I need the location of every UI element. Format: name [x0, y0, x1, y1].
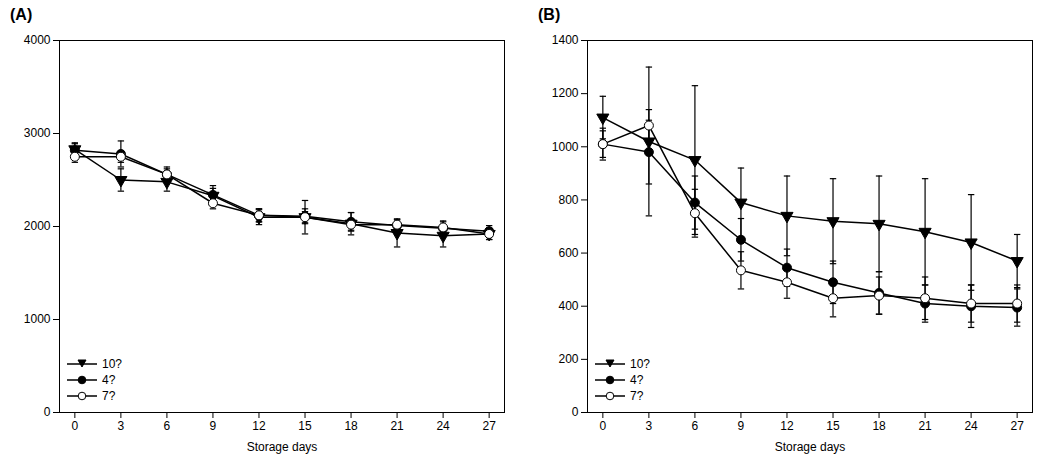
svg-text:0: 0 — [572, 405, 579, 419]
svg-text:1000: 1000 — [552, 140, 579, 154]
svg-text:18: 18 — [344, 419, 358, 433]
html-text:7?: 7? — [102, 389, 116, 403]
svg-text:0: 0 — [72, 419, 79, 433]
svg-text:9: 9 — [738, 419, 745, 433]
svg-text:600: 600 — [558, 246, 578, 260]
svg-text:24: 24 — [964, 419, 978, 433]
svg-text:24: 24 — [436, 419, 450, 433]
svg-text:400: 400 — [558, 299, 578, 313]
svg-text:0: 0 — [600, 419, 607, 433]
svg-text:15: 15 — [298, 419, 312, 433]
svg-text:1000: 1000 — [24, 312, 51, 326]
svg-text:4000: 4000 — [24, 33, 51, 47]
html-text:10?: 10? — [630, 357, 650, 371]
svg-text:21: 21 — [918, 419, 932, 433]
svg-text:3: 3 — [118, 419, 125, 433]
svg-text:Storage days: Storage days — [775, 440, 846, 454]
svg-text:27: 27 — [482, 419, 496, 433]
svg-text:21: 21 — [390, 419, 404, 433]
svg-text:3: 3 — [646, 419, 653, 433]
svg-text:800: 800 — [558, 193, 578, 207]
html-text:4?: 4? — [630, 373, 644, 387]
svg-text:6: 6 — [692, 419, 699, 433]
svg-text:12: 12 — [252, 419, 266, 433]
svg-text:15: 15 — [826, 419, 840, 433]
svg-text:1400: 1400 — [552, 33, 579, 47]
svg-text:2000: 2000 — [24, 219, 51, 233]
svg-text:3000: 3000 — [24, 126, 51, 140]
svg-text:12: 12 — [780, 419, 794, 433]
html-text:7?: 7? — [630, 389, 644, 403]
svg-text:Storage days: Storage days — [247, 440, 318, 454]
svg-text:0: 0 — [44, 405, 51, 419]
html-text:(A): (A) — [10, 6, 33, 23]
html-text:10?: 10? — [102, 357, 122, 371]
svg-text:1200: 1200 — [552, 86, 579, 100]
html-text:4?: 4? — [102, 373, 116, 387]
svg-text:18: 18 — [872, 419, 886, 433]
html-text:(B): (B) — [538, 6, 561, 23]
svg-text:200: 200 — [558, 352, 578, 366]
svg-text:27: 27 — [1010, 419, 1024, 433]
svg-text:9: 9 — [210, 419, 217, 433]
svg-text:6: 6 — [164, 419, 171, 433]
